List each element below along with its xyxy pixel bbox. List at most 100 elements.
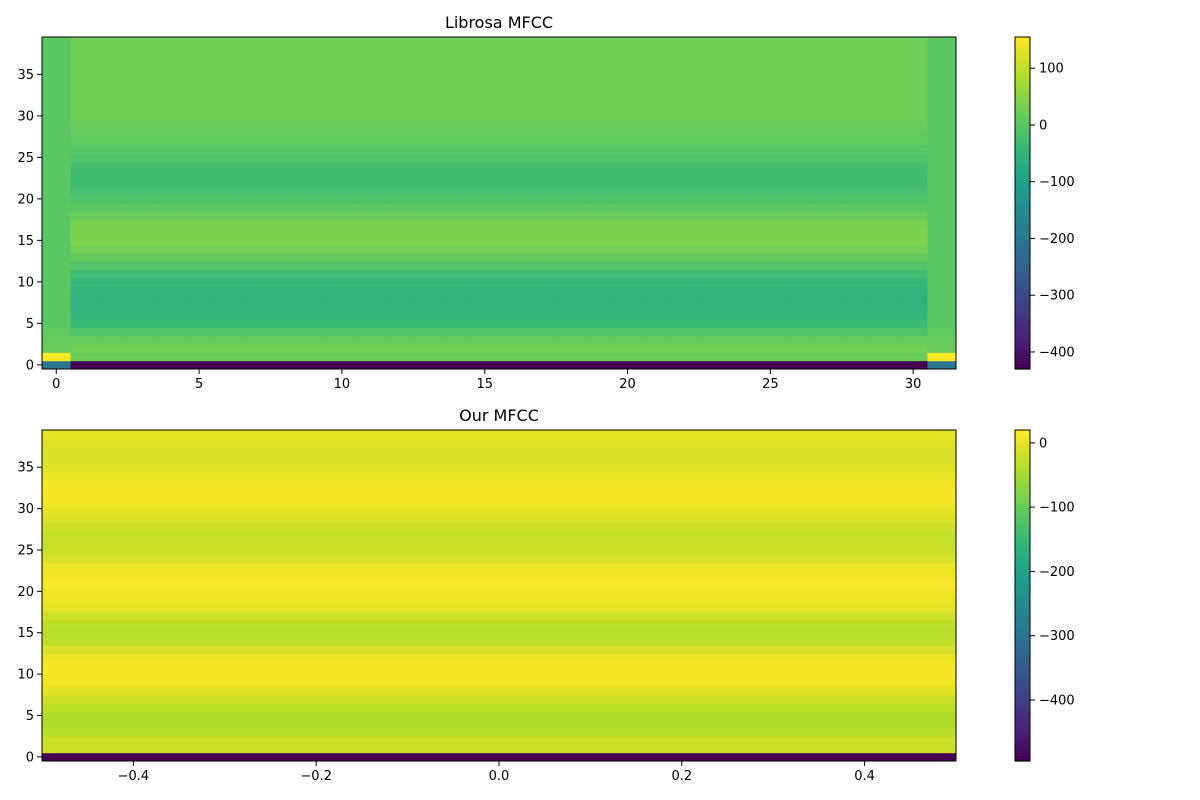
heatmap-cell — [127, 178, 157, 187]
heatmap-cell — [441, 344, 471, 353]
heatmap-cell — [413, 244, 443, 254]
heatmap-cell — [756, 236, 786, 245]
heatmap-cell — [813, 161, 843, 171]
heatmap-cell — [641, 335, 671, 345]
heatmap-cell — [727, 236, 757, 245]
heatmap-cell — [641, 294, 671, 304]
heatmap-cell — [99, 78, 129, 88]
heatmap-cell — [698, 103, 728, 113]
heatmap-cell — [413, 294, 443, 304]
heatmap-cell — [413, 310, 443, 320]
heatmap-cell — [213, 252, 243, 262]
heatmap-cell — [727, 86, 757, 96]
heatmap-cell — [413, 236, 443, 245]
heatmap-cell — [327, 344, 357, 353]
heatmap-cell — [42, 153, 72, 162]
heatmap-cell — [927, 319, 957, 328]
heatmap-cell — [927, 302, 957, 312]
heatmap-cell — [784, 37, 814, 46]
heatmap-cell — [813, 286, 843, 295]
heatmap-cell — [42, 454, 957, 464]
heatmap-cell — [698, 360, 728, 370]
heatmap-cell — [70, 61, 100, 71]
heatmap-cell — [42, 612, 957, 621]
heatmap-cell — [527, 261, 557, 270]
colorbar-segment — [1015, 81, 1030, 85]
heatmap-cell — [356, 136, 386, 146]
heatmap-cell — [99, 269, 129, 279]
colorbar-segment — [1015, 504, 1030, 508]
heatmap-cell — [213, 294, 243, 304]
heatmap-cell — [42, 211, 72, 221]
heatmap-cell — [356, 360, 386, 370]
colorbar-segment — [1015, 191, 1030, 196]
heatmap-cell — [784, 261, 814, 270]
heatmap-cell — [356, 211, 386, 221]
heatmap-cell — [841, 194, 871, 204]
heatmap-cell — [641, 219, 671, 229]
heatmap-cell — [727, 45, 757, 55]
colorbar-segment — [1015, 738, 1030, 743]
heatmap-cell — [927, 161, 957, 171]
heatmap-cell — [813, 319, 843, 328]
heatmap-cell — [527, 227, 557, 237]
heatmap-cell — [384, 169, 414, 179]
heatmap-cell — [613, 178, 643, 187]
heatmap-cell — [327, 95, 357, 104]
heatmap-cell — [70, 360, 100, 370]
heatmap-cell — [841, 269, 871, 279]
heatmap-cell — [42, 636, 957, 646]
x-tick-label: 25 — [762, 377, 779, 392]
heatmap-cell — [413, 161, 443, 171]
colorbar-segment — [1015, 283, 1030, 287]
heatmap-cell — [613, 161, 643, 171]
heatmap-cell — [127, 144, 157, 154]
heatmap-cell — [927, 335, 957, 345]
heatmap-cell — [241, 335, 271, 345]
heatmap-cell — [184, 203, 214, 212]
heatmap-cell — [413, 186, 443, 196]
heatmap-cell — [327, 45, 357, 55]
heatmap-cell — [813, 211, 843, 221]
heatmap-cell — [784, 236, 814, 245]
heatmap-cell — [241, 70, 271, 79]
heatmap-cell — [927, 261, 957, 270]
heatmap-cell — [99, 227, 129, 237]
heatmap-cell — [384, 194, 414, 204]
heatmap-cell — [99, 161, 129, 171]
heatmap-cell — [927, 344, 957, 353]
heatmap-cell — [42, 45, 72, 55]
heatmap-cell — [698, 294, 728, 304]
y-tick-label: 20 — [17, 192, 34, 207]
heatmap-cell — [42, 70, 72, 79]
heatmap-cell — [99, 136, 129, 146]
heatmap-cell — [441, 227, 471, 237]
heatmap-cell — [127, 53, 157, 63]
heatmap-cell — [670, 169, 700, 179]
colorbar-segment — [1015, 454, 1030, 459]
heatmap-cell — [641, 169, 671, 179]
heatmap-cell — [698, 45, 728, 55]
heatmap-cell — [356, 327, 386, 337]
heatmap-cell — [613, 244, 643, 254]
heatmap-cell — [670, 61, 700, 71]
heatmap-cell — [584, 261, 614, 270]
colorbar-segment — [1015, 438, 1030, 442]
heatmap-cell — [413, 53, 443, 63]
heatmap-cell — [42, 438, 957, 448]
heatmap-cell — [241, 111, 271, 121]
heatmap-cell — [299, 244, 329, 254]
heatmap-cell — [527, 53, 557, 63]
heatmap-cell — [756, 269, 786, 279]
heatmap-cell — [441, 244, 471, 254]
heatmap-cell — [42, 512, 957, 522]
heatmap-cell — [299, 227, 329, 237]
colorbar-segment — [1015, 305, 1030, 309]
heatmap-cell — [670, 277, 700, 287]
heatmap-cell — [613, 53, 643, 63]
heatmap-cell — [299, 153, 329, 162]
heatmap-cell — [99, 153, 129, 162]
heatmap-cell — [641, 344, 671, 353]
heatmap-cell — [527, 61, 557, 71]
heatmap-cell — [384, 78, 414, 88]
